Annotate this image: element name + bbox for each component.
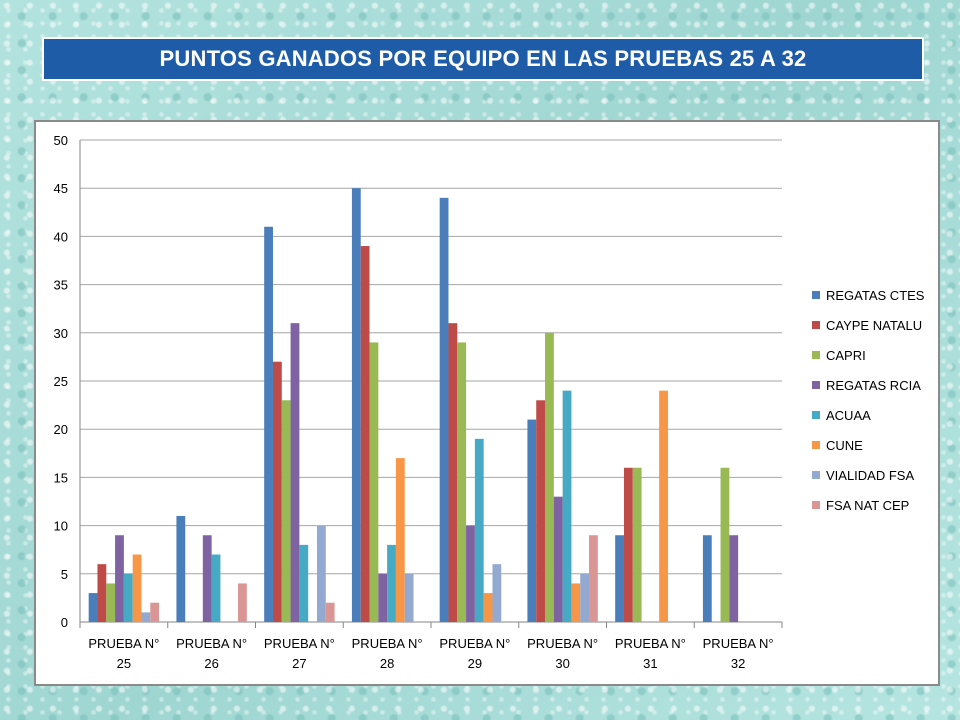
y-tick-label: 0 — [61, 615, 68, 630]
bar — [115, 535, 124, 622]
y-tick-label: 20 — [54, 422, 68, 437]
bar — [702, 535, 712, 622]
bar — [720, 467, 730, 622]
y-tick-label: 35 — [54, 278, 68, 293]
bar — [562, 390, 572, 622]
bar — [211, 554, 221, 622]
bar — [466, 525, 475, 622]
bar — [316, 525, 326, 622]
y-tick-label: 5 — [61, 567, 68, 582]
legend-label: FSA NAT CEP — [826, 498, 909, 513]
bar — [272, 361, 282, 622]
bar — [132, 554, 142, 622]
bar — [623, 467, 633, 622]
bar-chart: 0 5 10 15 20 25 30 35 40 45 50 PRUEBA N° 25 PRUEBA N°… — [54, 133, 925, 671]
bar — [571, 583, 581, 622]
x-tick-label: 27 — [292, 656, 306, 671]
x-tick-label: PRUEBA N° — [703, 636, 774, 651]
bar — [492, 564, 502, 622]
bar — [448, 323, 458, 622]
bar — [580, 573, 590, 622]
bar — [238, 583, 247, 622]
legend-swatch — [812, 351, 820, 359]
y-tick-label: 50 — [54, 133, 68, 148]
bar — [457, 342, 467, 622]
x-tick-label: PRUEBA N° — [264, 636, 335, 651]
bar — [290, 323, 300, 622]
legend-label: CAPRI — [826, 348, 866, 363]
x-tick-label: 25 — [117, 656, 131, 671]
bar — [387, 544, 396, 622]
y-tick-label: 30 — [54, 326, 68, 341]
legend-swatch — [812, 291, 820, 299]
x-tick-label: PRUEBA N° — [615, 636, 686, 651]
legend-swatch — [812, 321, 820, 329]
bar — [106, 583, 116, 622]
bar — [123, 573, 133, 622]
y-tick-label: 40 — [54, 229, 68, 244]
bar — [325, 602, 335, 622]
bar — [88, 593, 98, 622]
y-tick-label: 15 — [54, 470, 68, 485]
x-tick-label: PRUEBA N° — [88, 636, 159, 651]
title-banner: PUNTOS GANADOS POR EQUIPO EN LAS PRUEBAS… — [42, 37, 924, 81]
bar — [299, 544, 309, 622]
x-tick-label: PRUEBA N° — [176, 636, 247, 651]
bar — [360, 246, 370, 622]
bar — [404, 573, 414, 622]
bar — [632, 467, 642, 622]
bar — [527, 419, 537, 622]
bar — [369, 342, 379, 622]
legend-label: REGATAS RCIA — [826, 378, 921, 393]
bar — [553, 496, 563, 622]
bar — [589, 535, 598, 622]
bar — [378, 573, 388, 622]
x-tick-label: 28 — [380, 656, 394, 671]
bar — [615, 535, 624, 622]
bar — [97, 564, 107, 622]
bar — [281, 400, 291, 622]
x-tick-label: 26 — [204, 656, 218, 671]
bar — [141, 612, 151, 622]
bar — [176, 515, 186, 622]
bar — [483, 593, 493, 622]
x-tick-label: 29 — [468, 656, 482, 671]
x-tick-label: 32 — [731, 656, 745, 671]
legend-swatch — [812, 411, 820, 419]
bar — [439, 197, 449, 622]
legend-label: ACUAA — [826, 408, 871, 423]
x-tick-label: 31 — [643, 656, 657, 671]
legend-label: VIALIDAD FSA — [826, 468, 914, 483]
x-tick-label: PRUEBA N° — [527, 636, 598, 651]
bar — [545, 332, 554, 622]
bar — [150, 602, 160, 622]
legend-label: CAYPE NATALU — [826, 318, 922, 333]
legend-swatch — [812, 441, 820, 449]
legend-swatch — [812, 501, 820, 509]
chart-frame: 0 5 10 15 20 25 30 35 40 45 50 PRUEBA N° 25 PRUEBA N°… — [34, 120, 940, 686]
y-tick-label: 10 — [54, 519, 68, 534]
legend-swatch — [812, 381, 820, 389]
x-tick-label: PRUEBA N° — [439, 636, 510, 651]
bar — [264, 226, 273, 622]
y-tick-label: 45 — [54, 181, 68, 196]
x-tick-label: 30 — [555, 656, 569, 671]
bar — [659, 390, 668, 622]
legend-label: CUNE — [826, 438, 863, 453]
legend-swatch — [812, 471, 820, 479]
bar — [202, 535, 212, 622]
bar — [729, 535, 739, 622]
bar — [351, 188, 361, 622]
x-tick-label: PRUEBA N° — [352, 636, 423, 651]
bar — [395, 458, 405, 622]
bar — [474, 438, 484, 622]
y-tick-label: 25 — [54, 374, 68, 389]
bar — [536, 400, 546, 622]
page-title: PUNTOS GANADOS POR EQUIPO EN LAS PRUEBAS… — [159, 46, 807, 71]
legend-label: REGATAS CTES — [826, 288, 925, 303]
